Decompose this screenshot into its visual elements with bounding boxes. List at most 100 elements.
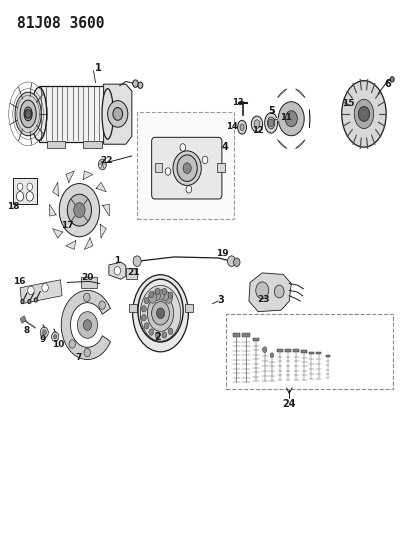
Text: 1: 1 [114,256,120,264]
Ellipse shape [173,151,201,185]
Polygon shape [296,89,305,98]
Circle shape [183,163,191,173]
Bar [129,304,137,312]
Polygon shape [309,110,310,128]
Ellipse shape [240,124,244,131]
Circle shape [108,101,128,127]
Circle shape [152,290,160,301]
Text: 9: 9 [40,335,46,344]
Circle shape [84,349,90,357]
Circle shape [83,320,92,330]
Bar [277,349,283,352]
Bar [309,352,314,354]
Circle shape [156,289,164,300]
Circle shape [114,266,121,275]
Ellipse shape [354,99,374,128]
Circle shape [262,347,267,352]
Circle shape [151,302,169,325]
Bar [301,350,307,353]
Bar [13,178,37,204]
Text: 4: 4 [221,142,228,152]
Circle shape [180,144,185,151]
Text: 6: 6 [384,79,391,89]
Bar [253,338,259,342]
Circle shape [168,292,173,298]
Circle shape [51,332,59,342]
Circle shape [268,119,274,127]
Circle shape [98,159,107,169]
Circle shape [27,183,32,190]
Circle shape [186,185,192,193]
Text: 21: 21 [128,269,140,277]
Circle shape [168,328,173,335]
Circle shape [141,314,146,321]
Bar [217,164,225,172]
Polygon shape [66,240,76,249]
Text: 15: 15 [342,99,355,108]
Polygon shape [53,229,63,238]
Circle shape [69,340,75,348]
Circle shape [155,332,160,338]
Circle shape [42,284,48,292]
Circle shape [138,82,143,88]
Ellipse shape [133,274,188,352]
Ellipse shape [342,80,386,147]
Ellipse shape [238,120,247,134]
Polygon shape [109,262,126,279]
Text: 1: 1 [95,63,102,73]
Circle shape [234,258,240,266]
Bar [137,112,234,219]
Circle shape [155,288,160,294]
Polygon shape [84,238,93,249]
Circle shape [42,330,46,335]
Circle shape [53,335,57,339]
Circle shape [141,305,146,312]
Ellipse shape [264,113,277,133]
Ellipse shape [31,87,47,141]
Bar [316,352,321,354]
Polygon shape [277,140,287,149]
Ellipse shape [267,117,275,129]
Bar [39,86,108,142]
Text: 20: 20 [81,273,94,281]
Circle shape [25,110,31,118]
Bar [226,314,393,389]
Circle shape [77,312,98,338]
Text: 24: 24 [283,399,296,409]
Circle shape [165,168,171,175]
Ellipse shape [254,120,260,128]
Text: 19: 19 [216,249,229,259]
Text: 14: 14 [226,122,238,131]
Text: 5: 5 [269,106,275,116]
Bar [126,268,137,279]
Bar [293,349,299,352]
Ellipse shape [15,92,41,136]
Ellipse shape [102,88,113,139]
Circle shape [177,155,197,181]
Bar [233,333,240,337]
Polygon shape [277,89,287,98]
Text: 8: 8 [24,326,30,335]
Circle shape [162,288,167,295]
Text: 11: 11 [280,113,292,122]
Circle shape [274,285,284,298]
Circle shape [26,191,33,201]
Circle shape [67,194,92,226]
Ellipse shape [24,107,32,121]
Circle shape [34,298,37,302]
Circle shape [40,327,48,338]
Circle shape [21,300,24,304]
Polygon shape [49,204,56,216]
Polygon shape [66,171,75,183]
Circle shape [270,353,274,358]
Circle shape [133,80,139,87]
Bar [20,316,26,324]
Circle shape [28,286,34,295]
Ellipse shape [252,116,262,132]
Bar [81,277,97,288]
Circle shape [149,292,154,298]
Bar [47,141,65,149]
Circle shape [144,297,149,304]
Circle shape [99,301,105,309]
FancyBboxPatch shape [151,138,222,199]
